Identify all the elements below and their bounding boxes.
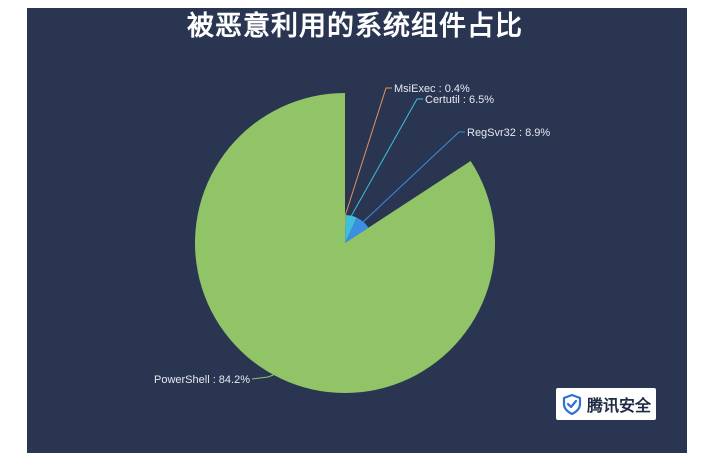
leader-line-regsvr32 — [362, 131, 465, 223]
shield-check-icon — [562, 393, 582, 415]
slice-label-powershell: PowerShell : 84.2% — [154, 374, 250, 386]
leader-line-powershell — [251, 374, 274, 380]
slice-label-certutil: Certutil : 6.5% — [425, 94, 494, 106]
pie-slice-regsvr32 — [345, 217, 369, 243]
slice-label-regsvr32: RegSvr32 : 8.9% — [467, 127, 550, 139]
slice-label-msiexec: MsiExec : 0.4% — [394, 83, 470, 95]
brand-name: 腾讯安全 — [586, 396, 651, 415]
pie-slice-certutil — [345, 215, 357, 243]
pie-slices — [195, 93, 496, 393]
slice-labels: MsiExec : 0.4%Certutil : 6.5% RegSvr32 : … — [154, 83, 550, 386]
brand-logo: 腾讯安全 — [556, 388, 656, 420]
chart-title: 被恶意利用的系统组件占比 — [187, 11, 523, 42]
pie-slice-powershell — [195, 93, 496, 393]
leader-line-certutil — [350, 98, 423, 216]
leader-line-msiexec — [344, 87, 392, 216]
pie-slice-msiexec — [345, 215, 346, 243]
label-leader-lines — [251, 87, 465, 380]
